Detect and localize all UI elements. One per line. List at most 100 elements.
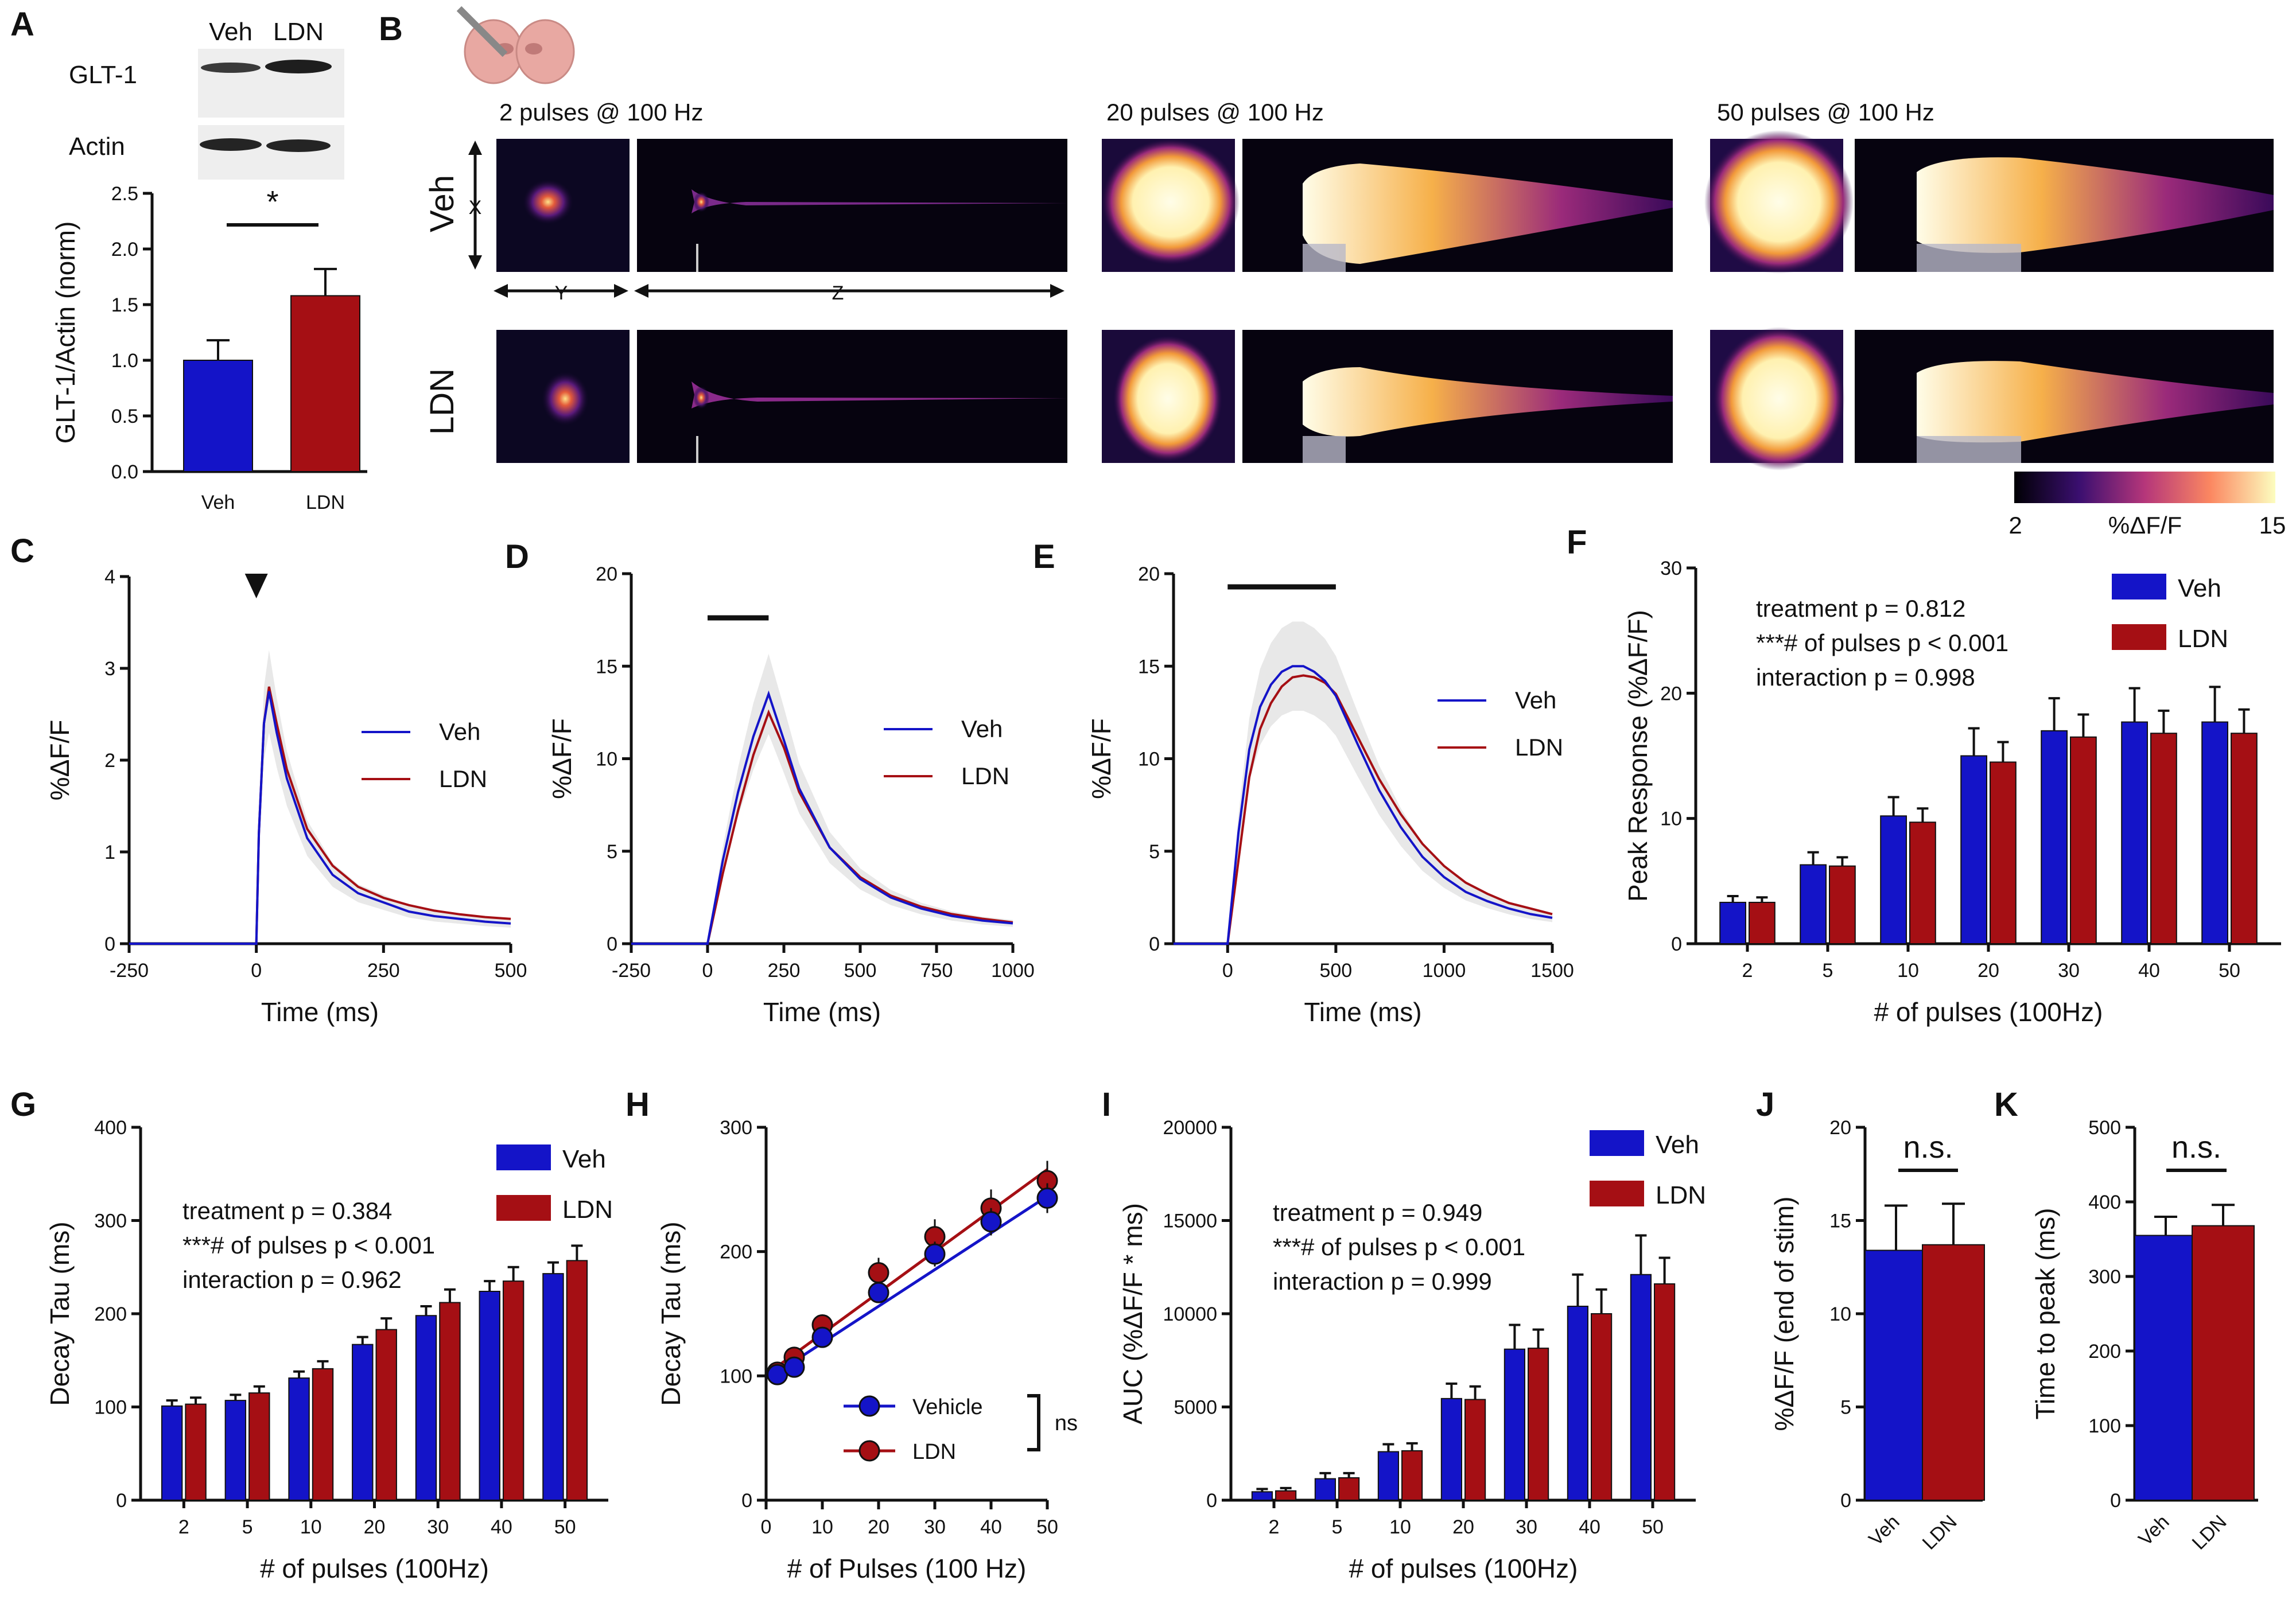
legend-marker-vehicle <box>858 1395 880 1417</box>
bar-veh <box>183 360 253 472</box>
y-tick-label: 200 <box>2088 1341 2121 1362</box>
y-tick-label: 20 <box>1660 683 1682 704</box>
bar-ldn-2 <box>185 1403 207 1501</box>
panel-label-g: G <box>10 1086 36 1123</box>
x-tick-label: 20 <box>1978 960 1999 982</box>
point-ldn <box>868 1262 889 1283</box>
y-tick-label: 0 <box>116 1490 127 1512</box>
y-tick-label: 100 <box>94 1397 127 1419</box>
x-tick-label: 1500 <box>1530 960 1574 982</box>
axis-arrows <box>468 141 1065 298</box>
x-tick-label: 10 <box>300 1516 322 1538</box>
legend-label-ldn: LDN <box>1515 734 1563 761</box>
y-tick-label: 300 <box>720 1117 752 1139</box>
x-axis-label: # of pulses (100Hz) <box>260 1554 489 1583</box>
condition-title: 20 pulses @ 100 Hz <box>1106 99 1324 126</box>
y-tick-label: 400 <box>94 1117 127 1139</box>
axis-label-x: X <box>469 197 482 219</box>
stim-box <box>1303 436 1346 463</box>
x-tick-label: 30 <box>427 1516 449 1538</box>
y-tick-label: 15000 <box>1163 1210 1217 1232</box>
legend-label-vehicle: Vehicle <box>912 1395 983 1419</box>
blot-row-actin: Actin <box>69 133 125 161</box>
x-axis-label: # of pulses (100Hz) <box>1874 997 2103 1027</box>
blot-band <box>266 139 331 152</box>
x-tick-label: 500 <box>495 960 527 982</box>
legend-swatch-ldn <box>2112 624 2166 650</box>
x-tick-label: 0 <box>702 960 713 982</box>
bar-ldn-30 <box>439 1302 461 1501</box>
bar-veh-5 <box>1800 864 1827 944</box>
y-tick-label: 30 <box>1660 558 1682 579</box>
bar-ldn-10 <box>312 1368 334 1501</box>
x-tick-label: 30 <box>1516 1516 1537 1538</box>
y-tick-label: 20000 <box>1163 1117 1217 1139</box>
x-tick-label: 30 <box>924 1516 946 1538</box>
panel-label-e: E <box>1033 538 1055 575</box>
x-tick-label: 0 <box>1222 960 1233 982</box>
legend-swatch-veh <box>2112 574 2166 599</box>
fluorescence-spot <box>1102 139 1240 265</box>
panel-label-c: C <box>10 532 34 570</box>
y-tick-label: 200 <box>94 1303 127 1325</box>
y-tick-label: 10 <box>1138 749 1160 770</box>
bar-veh <box>1864 1249 1928 1501</box>
y-tick-label: 0.0 <box>111 461 138 483</box>
x-axis-label: Time (ms) <box>1304 997 1421 1027</box>
bar-veh-5 <box>224 1400 247 1501</box>
y-tick-label: 4 <box>104 566 115 588</box>
x-tick-label: 2 <box>1269 1516 1280 1538</box>
y-axis-label: Peak Response (%ΔF/F) <box>1623 610 1653 902</box>
y-axis-label: Time to peak (ms) <box>2030 1208 2060 1420</box>
y-tick-label: 5 <box>1840 1397 1851 1419</box>
bar-veh-10 <box>288 1377 310 1501</box>
bar-ldn-10 <box>1909 822 1936 945</box>
x-tick-label: 1000 <box>1423 960 1466 982</box>
legend-label-ldn: LDN <box>562 1196 613 1224</box>
bar-ldn-20 <box>375 1329 397 1501</box>
bar-ldn <box>290 295 360 472</box>
sem-band <box>631 653 1013 944</box>
y-tick-label: 1.0 <box>111 350 138 372</box>
legend-label-veh: Veh <box>439 718 480 745</box>
blot-lane-veh: Veh <box>209 18 252 46</box>
x-tick-label: 10 <box>1389 1516 1411 1538</box>
fluorescence-spot <box>541 371 589 426</box>
legend-marker-ldn <box>858 1440 880 1462</box>
legend-label-ldn: LDN <box>2178 625 2228 653</box>
bar-ldn-30 <box>1528 1348 1549 1501</box>
y-tick-label: 500 <box>2088 1117 2121 1139</box>
stat-text: treatment p = 0.949 <box>1273 1199 1482 1226</box>
y-tick-label: 10 <box>1660 808 1682 830</box>
bar-ldn-50 <box>2231 733 2258 944</box>
x-tick-label: 500 <box>844 960 877 982</box>
panel-label-b: B <box>379 10 403 48</box>
y-tick-label: 0 <box>1149 933 1160 955</box>
bar-veh-5 <box>1314 1478 1337 1501</box>
panel-label-i: I <box>1102 1086 1111 1123</box>
y-axis-label: AUC (%ΔF/F * ms) <box>1118 1203 1148 1424</box>
condition-title: 50 pulses @ 100 Hz <box>1717 99 1934 126</box>
x-tick-label: 40 <box>1579 1516 1600 1538</box>
x-tick-label: 40 <box>980 1516 1002 1538</box>
bar-veh-30 <box>415 1315 437 1501</box>
panel-label-a: A <box>10 6 34 43</box>
y-tick-label: 400 <box>2088 1192 2121 1213</box>
legend-label-veh: Veh <box>562 1145 606 1173</box>
row-label-veh: Veh <box>424 175 461 232</box>
row-label-ldn: LDN <box>424 368 461 435</box>
axis-label-z: Z <box>832 282 844 304</box>
z-plume <box>693 192 709 212</box>
legend-label-veh: Veh <box>961 715 1003 742</box>
x-tick-label: LDN <box>2188 1511 2231 1554</box>
chart-k: 0 100 200 300 400 500 Time to peak (ms) Veh LDN n… <box>2030 1117 2258 1554</box>
trace-veh <box>129 691 511 945</box>
z-plume <box>1303 163 1673 264</box>
stat-text: interaction p = 0.999 <box>1273 1268 1492 1295</box>
western-blot: Veh LDN GLT-1 Actin <box>69 18 344 180</box>
fluorescence-spot <box>522 179 574 225</box>
chart-e: 0 5 10 15 20 0 500 1000 1500 Time (ms) %ΔF/F Veh LDN <box>1086 563 1574 1027</box>
stim-box <box>1303 244 1346 272</box>
blot-band <box>200 138 262 151</box>
panel-label-h: H <box>626 1086 650 1123</box>
